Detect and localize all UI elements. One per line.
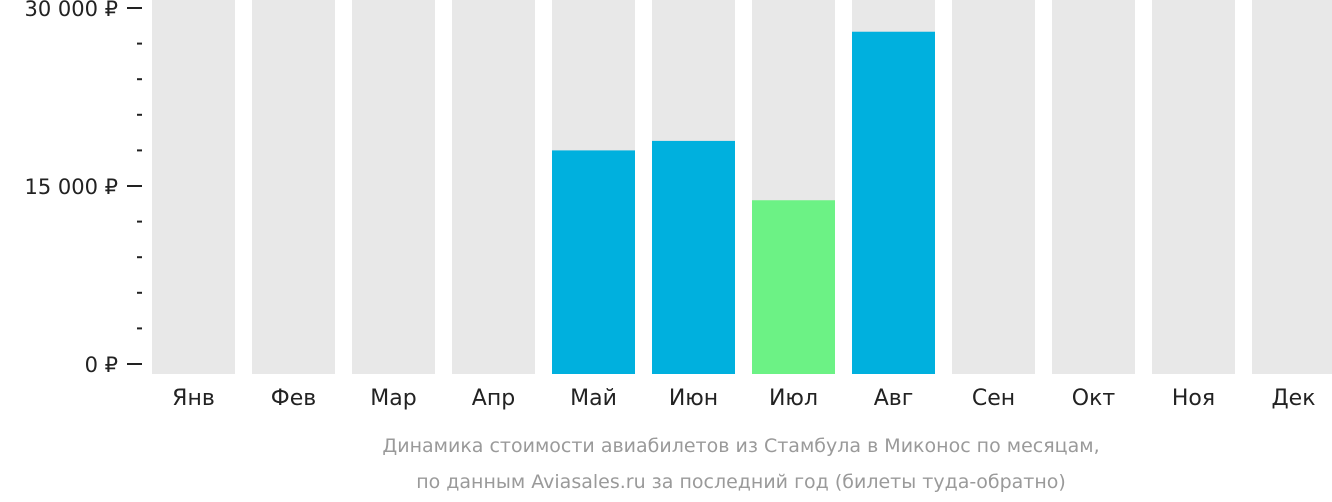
bar-8 <box>852 31 935 374</box>
background-column-1 <box>152 0 235 374</box>
y-tick-label: 0 ₽ <box>85 353 118 377</box>
caption-line-1: Динамика стоимости авиабилетов из Стамбу… <box>382 435 1099 457</box>
background-column-2 <box>252 0 335 374</box>
y-tick-label: 15 000 ₽ <box>24 175 118 199</box>
background-column-4 <box>452 0 535 374</box>
bar-6 <box>652 140 735 374</box>
x-tick-label: Сен <box>972 386 1015 411</box>
background-column-9 <box>952 0 1035 374</box>
x-tick-label: Окт <box>1072 386 1116 411</box>
background-columns <box>152 0 1332 374</box>
y-axis: 0 ₽ 15 000 ₽ 30 000 ₽ <box>24 0 142 377</box>
x-tick-label: Апр <box>472 386 515 411</box>
y-tick-label: 30 000 ₽ <box>24 0 118 21</box>
x-tick-label: Ноя <box>1172 386 1215 411</box>
price-bars <box>552 31 935 374</box>
background-column-3 <box>352 0 435 374</box>
x-tick-label: Мар <box>370 386 416 411</box>
x-tick-label: Июл <box>769 386 818 411</box>
background-column-11 <box>1152 0 1235 374</box>
x-tick-label: Фев <box>271 386 316 411</box>
x-tick-label: Июн <box>669 386 718 411</box>
x-axis: Янв Фев Мар Апр Май Июн Июл Авг Сен Окт Ноя Дек <box>172 386 1315 411</box>
caption-line-2: по данным Aviasales.ru за последний год … <box>416 471 1066 493</box>
background-column-12 <box>1252 0 1332 374</box>
bar-5 <box>552 150 635 374</box>
x-tick-label: Авг <box>874 386 914 411</box>
bar-7 <box>752 200 835 374</box>
background-column-10 <box>1052 0 1135 374</box>
x-tick-label: Дек <box>1271 386 1315 411</box>
x-tick-label: Янв <box>172 386 215 411</box>
x-tick-label: Май <box>570 386 617 411</box>
